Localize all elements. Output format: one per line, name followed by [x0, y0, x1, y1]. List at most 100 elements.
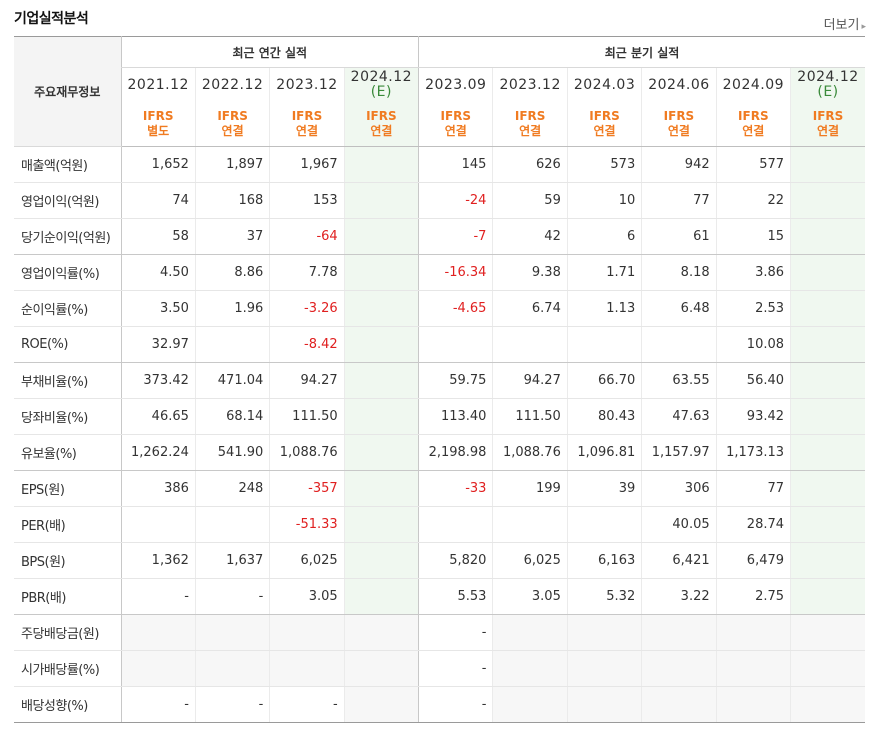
metric-label[interactable]: 당좌비율(%): [14, 398, 121, 435]
metric-value: 113.40: [418, 398, 493, 435]
accounting-standard-header: IFRS 연결: [343, 101, 419, 147]
metric-label[interactable]: 주당배당금(원): [14, 614, 121, 651]
metric-value: 168: [194, 182, 270, 219]
metric-value: 10: [566, 182, 642, 219]
metric-value: 248: [194, 470, 270, 507]
period-header: 2021.12: [120, 67, 196, 102]
metric-value: [790, 398, 865, 435]
metric-label[interactable]: 부채비율(%): [14, 362, 121, 399]
table-row: 주당배당금(원) -: [14, 614, 865, 651]
standard-label: IFRS: [217, 108, 248, 123]
metric-label[interactable]: PBR(배): [14, 578, 121, 615]
metric-value: 5.32: [566, 578, 642, 615]
metric-value: -: [194, 578, 270, 615]
metric-value: 68.14: [194, 398, 270, 435]
metric-value: [790, 146, 865, 183]
metric-value: 6,025: [492, 542, 568, 579]
table-row: 배당성향(%) - - - -: [14, 686, 865, 723]
table-row: 영업이익(억원) 74 168 153 -24 59 10 77 22: [14, 182, 865, 219]
metric-value: 59.75: [418, 362, 493, 399]
financial-summary-table: 주요재무정보 최근 연간 실적 최근 분기 실적 2021.12 2022.12 2…: [14, 36, 865, 723]
metric-label[interactable]: PER(배): [14, 506, 121, 543]
metric-value: 6,421: [641, 542, 717, 579]
group-annual-header: 최근 연간 실적: [120, 36, 419, 68]
standard-label: IFRS: [589, 108, 620, 123]
metric-label[interactable]: 순이익률(%): [14, 290, 121, 327]
metric-value: [120, 506, 196, 543]
metric-label[interactable]: 유보율(%): [14, 434, 121, 471]
metric-value: 10.08: [715, 326, 791, 363]
metric-value: 577: [715, 146, 791, 183]
metric-value: [715, 614, 791, 651]
metric-label[interactable]: 영업이익률(%): [14, 254, 121, 291]
metric-value: 2,198.98: [418, 434, 493, 471]
metric-label[interactable]: BPS(원): [14, 542, 121, 579]
metric-value: 153: [269, 182, 345, 219]
metric-value: [343, 182, 419, 219]
metric-value: 77: [641, 182, 717, 219]
metric-value: -51.33: [269, 506, 345, 543]
metric-value: [343, 506, 419, 543]
metric-value: [790, 542, 865, 579]
period-header: 2024.06: [641, 67, 717, 102]
metric-value: [790, 326, 865, 363]
period-header: 2023.09: [418, 67, 493, 102]
consolidation-label: 별도: [147, 123, 170, 138]
metric-value: [269, 650, 345, 687]
metric-value: [566, 614, 642, 651]
metric-value: 3.05: [492, 578, 568, 615]
metric-value: -: [120, 686, 196, 723]
metric-label[interactable]: 배당성향(%): [14, 686, 121, 723]
metric-label[interactable]: 매출액(억원): [14, 146, 121, 183]
metric-value: 56.40: [715, 362, 791, 399]
accounting-standard-header: IFRS 연결: [194, 101, 270, 147]
table-row: PER(배) -51.33 40.05 28.74: [14, 506, 865, 543]
metric-label[interactable]: 당기순이익(억원): [14, 218, 121, 255]
metric-value: 306: [641, 470, 717, 507]
period-header: 2024.09: [715, 67, 791, 102]
metric-value: [194, 650, 270, 687]
metric-label[interactable]: EPS(원): [14, 470, 121, 507]
standard-label: IFRS: [440, 108, 472, 123]
metric-value: [790, 614, 865, 651]
metric-value: 66.70: [566, 362, 642, 399]
more-link[interactable]: 더보기 ▸: [824, 14, 866, 33]
metric-value: 942: [641, 146, 717, 183]
metric-label[interactable]: ROE(%): [14, 326, 121, 363]
metric-value: [641, 686, 717, 723]
metric-label[interactable]: 영업이익(억원): [14, 182, 121, 219]
metric-value: 93.42: [715, 398, 791, 435]
metric-value: [343, 686, 419, 723]
metric-value: [418, 326, 493, 363]
metric-value: 626: [492, 146, 568, 183]
metric-value: 1,637: [194, 542, 270, 579]
metric-value: [343, 434, 419, 471]
metric-value: [641, 614, 717, 651]
metric-value: 1,262.24: [120, 434, 196, 471]
metric-value: 9.38: [492, 254, 568, 291]
metric-value: -16.34: [418, 254, 493, 291]
metric-value: [343, 614, 419, 651]
metric-value: [343, 398, 419, 435]
metric-value: [343, 362, 419, 399]
metric-value: 5,820: [418, 542, 493, 579]
metric-label[interactable]: 시가배당률(%): [14, 650, 121, 687]
metric-value: -357: [269, 470, 345, 507]
metric-value: [120, 614, 196, 651]
metric-value: 111.50: [269, 398, 345, 435]
period-header: 2024.03: [566, 67, 642, 102]
metric-value: [566, 326, 642, 363]
period-label: 2024.12: [350, 68, 413, 85]
table-row: BPS(원) 1,362 1,637 6,025 5,820 6,025 6,163 6,42…: [14, 542, 865, 579]
metric-value: 3.22: [641, 578, 717, 615]
metric-value: -8.42: [269, 326, 345, 363]
metric-value: [790, 650, 865, 687]
metric-value: -: [418, 650, 493, 687]
metric-value: 3.86: [715, 254, 791, 291]
metric-value: [641, 650, 717, 687]
consolidation-label: 연결: [519, 123, 542, 138]
period-header: 2024.12 (E): [790, 67, 865, 102]
row-header-label: 주요재무정보: [14, 36, 121, 147]
consolidation-label: 연결: [295, 123, 319, 138]
metric-value: 145: [418, 146, 493, 183]
